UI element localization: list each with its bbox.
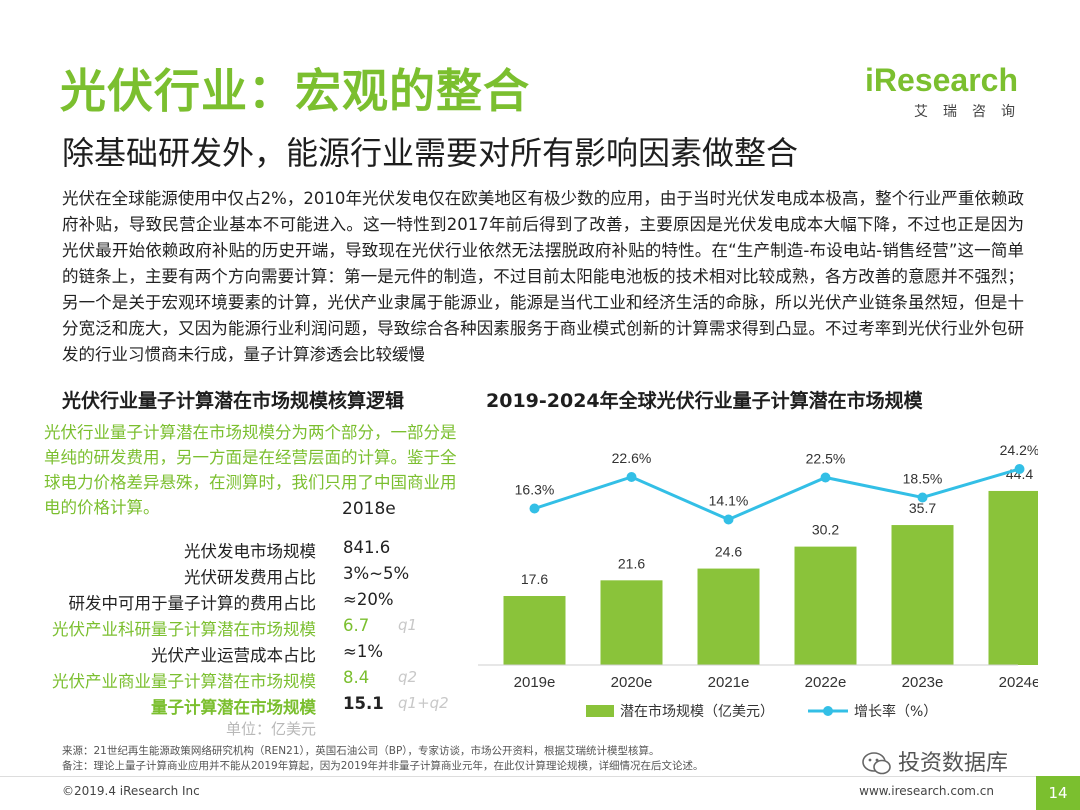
copyright: ©2019.4 iResearch Inc — [62, 784, 200, 798]
table-row-label: 研发中可用于量子计算的费用占比 — [68, 594, 317, 613]
table-row-value: 3%~5% — [343, 564, 410, 583]
bar-value-label: 35.7 — [909, 500, 936, 516]
bar — [697, 568, 760, 665]
legend-bar-label: 潜在市场规模（亿美元） — [620, 703, 774, 720]
growth-rate-line — [534, 467, 1020, 522]
website: www.iresearch.com.cn — [859, 784, 994, 798]
growth-value-label: 22.6% — [612, 450, 652, 466]
table-row-label: 光伏产业科研量子计算潜在市场规模 — [52, 620, 316, 639]
table-row-note: q1 — [398, 616, 418, 634]
category-tick-label: 2021e — [708, 674, 750, 691]
bar — [794, 546, 857, 665]
growth-value-label: 18.5% — [903, 471, 943, 487]
table-row-value: 841.6 — [343, 538, 391, 557]
watermark: 投资数据库 — [862, 745, 1008, 777]
table-row-value: 6.7 — [343, 616, 370, 635]
page-number: 14 — [1036, 776, 1080, 810]
table-row-label: 量子计算潜在市场规模 — [151, 698, 316, 717]
category-tick-label: 2019e — [514, 674, 556, 691]
growth-point — [1014, 464, 1025, 474]
bar — [988, 490, 1038, 665]
bar — [503, 596, 566, 665]
watermark-text: 投资数据库 — [898, 751, 1009, 776]
legend-line-label: 增长率（%） — [854, 703, 937, 720]
bar-value-label: 17.6 — [521, 571, 548, 587]
chart-title: 2019-2024年全球光伏行业量子计算潜在市场规模 — [486, 390, 923, 412]
page-subtitle: 除基础研发外，能源行业需要对所有影响因素做整合 — [62, 134, 799, 172]
source-line: 来源：21世纪再生能源政策网络研究机构（REN21），英国石油公司（BP），专家… — [62, 745, 660, 757]
growth-point — [917, 492, 928, 503]
footer-divider — [0, 776, 1036, 777]
growth-value-label: 22.5% — [806, 451, 846, 467]
table-row-value: 8.4 — [343, 668, 370, 687]
left-panel-title: 光伏行业量子计算潜在市场规模核算逻辑 — [62, 390, 405, 412]
iresearch-logo: iResearch 艾瑞咨询 — [865, 62, 1018, 121]
table-row-note: q1+q2 — [398, 694, 449, 712]
table-row-label: 光伏产业商业量子计算潜在市场规模 — [52, 672, 316, 691]
category-tick-label: 2020e — [611, 674, 653, 691]
legend-line-marker — [823, 706, 833, 716]
logo-sub-text: 艾瑞咨询 — [914, 104, 1030, 120]
growth-point — [529, 503, 540, 514]
table-row-label: 光伏产业运营成本占比 — [151, 646, 316, 665]
table-row-label: 光伏发电市场规模 — [184, 542, 316, 561]
bar-value-label: 21.6 — [618, 555, 645, 571]
market-size-chart: 17.621.624.630.235.744.4 2019e2020e2021e… — [478, 442, 1038, 720]
growth-point — [820, 472, 831, 483]
logo-main-text: iResearch — [865, 62, 1018, 98]
left-panel-description: 光伏行业量子计算潜在市场规模分为两个部分，一部分是单纯的研发费用，另一方面是在经… — [44, 423, 457, 517]
page-title: 光伏行业：宏观的整合 — [60, 64, 530, 118]
category-tick-label: 2022e — [805, 674, 847, 691]
growth-value-label: 14.1% — [709, 493, 749, 509]
table-row-value: 15.1 — [343, 694, 384, 713]
source-notes: 来源：21世纪再生能源政策网络研究机构（REN21），英国石油公司（BP），专家… — [62, 744, 703, 774]
table-column-header: 2018e — [342, 499, 396, 519]
unit-label: 单位：亿美元 — [225, 720, 316, 738]
growth-point — [723, 514, 734, 525]
table-row-note: q2 — [398, 668, 418, 686]
category-tick-label: 2024e — [999, 674, 1038, 691]
wechat-icon — [862, 752, 891, 775]
note-line: 备注：理论上量子计算商业应用并不能从2019年算起，因为2019年并非量子计算商… — [62, 760, 704, 772]
growth-value-label: 24.2% — [1000, 442, 1038, 458]
category-tick-label: 2023e — [902, 674, 944, 691]
growth-point — [626, 472, 637, 482]
legend-bar-swatch — [586, 705, 614, 717]
growth-value-label: 16.3% — [515, 482, 555, 498]
table-row-value: ≈20% — [343, 590, 394, 609]
intro-paragraph: 光伏在全球能源使用中仅占2%，2010年光伏发电仅在欧美地区有极少数的应用，由于… — [62, 189, 1024, 364]
table-row-value: ≈1% — [343, 642, 384, 661]
bar-value-label: 24.6 — [715, 544, 742, 560]
table-row-label: 光伏研发费用占比 — [184, 568, 316, 587]
bar — [600, 580, 663, 665]
bar-value-label: 30.2 — [812, 522, 839, 538]
bar — [891, 525, 954, 665]
